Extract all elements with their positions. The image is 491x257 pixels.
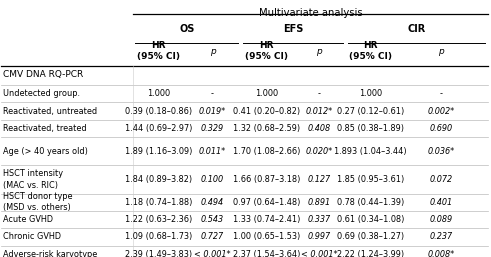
Text: HR
(95% CI): HR (95% CI)	[245, 41, 288, 61]
Text: 0.089: 0.089	[430, 215, 453, 224]
Text: p: p	[438, 47, 444, 56]
Text: -: -	[211, 89, 214, 98]
Text: 0.020*: 0.020*	[305, 147, 332, 156]
Text: 0.329: 0.329	[201, 124, 224, 133]
Text: 0.019*: 0.019*	[199, 107, 226, 116]
Text: 0.008*: 0.008*	[428, 250, 455, 257]
Text: Reactivated, treated: Reactivated, treated	[3, 124, 87, 133]
Text: 2.22 (1.24–3.99): 2.22 (1.24–3.99)	[337, 250, 404, 257]
Text: 0.401: 0.401	[430, 198, 453, 207]
Text: 0.002*: 0.002*	[428, 107, 455, 116]
Text: HSCT donor type
(MSD vs. others): HSCT donor type (MSD vs. others)	[3, 192, 73, 212]
Text: Undetected group.: Undetected group.	[3, 89, 80, 98]
Text: 1.32 (0.68–2.59): 1.32 (0.68–2.59)	[233, 124, 300, 133]
Text: 2.39 (1.49–3.83): 2.39 (1.49–3.83)	[125, 250, 192, 257]
Text: 0.39 (0.18–0.86): 0.39 (0.18–0.86)	[125, 107, 192, 116]
Text: 1.00 (0.65–1.53): 1.00 (0.65–1.53)	[233, 232, 300, 241]
Text: 0.78 (0.44–1.39): 0.78 (0.44–1.39)	[337, 198, 404, 207]
Text: 1.000: 1.000	[147, 89, 170, 98]
Text: Multivariate analysis: Multivariate analysis	[259, 8, 362, 18]
Text: 0.237: 0.237	[430, 232, 453, 241]
Text: < 0.001*: < 0.001*	[300, 250, 337, 257]
Text: 0.85 (0.38–1.89): 0.85 (0.38–1.89)	[337, 124, 404, 133]
Text: HSCT intensity
(MAC vs. RIC): HSCT intensity (MAC vs. RIC)	[3, 169, 63, 190]
Text: 0.69 (0.38–1.27): 0.69 (0.38–1.27)	[337, 232, 404, 241]
Text: -: -	[440, 89, 443, 98]
Text: 0.012*: 0.012*	[305, 107, 332, 116]
Text: 1.85 (0.95–3.61): 1.85 (0.95–3.61)	[337, 175, 404, 184]
Text: 0.97 (0.64–1.48): 0.97 (0.64–1.48)	[233, 198, 300, 207]
Text: 0.543: 0.543	[201, 215, 224, 224]
Text: 1.000: 1.000	[359, 89, 382, 98]
Text: 0.27 (0.12–0.61): 0.27 (0.12–0.61)	[337, 107, 404, 116]
Text: 1.09 (0.68–1.73): 1.09 (0.68–1.73)	[125, 232, 192, 241]
Text: 1.000: 1.000	[255, 89, 278, 98]
Text: Acute GVHD: Acute GVHD	[3, 215, 53, 224]
Text: 1.84 (0.89–3.82): 1.84 (0.89–3.82)	[125, 175, 192, 184]
Text: HR
(95% CI): HR (95% CI)	[137, 41, 180, 61]
Text: 0.127: 0.127	[307, 175, 330, 184]
Text: 0.494: 0.494	[201, 198, 224, 207]
Text: 0.41 (0.20–0.82): 0.41 (0.20–0.82)	[233, 107, 300, 116]
Text: HR
(95% CI): HR (95% CI)	[349, 41, 392, 61]
Text: 0.727: 0.727	[201, 232, 224, 241]
Text: 1.893 (1.04–3.44): 1.893 (1.04–3.44)	[334, 147, 407, 156]
Text: 2.37 (1.54–3.64): 2.37 (1.54–3.64)	[233, 250, 300, 257]
Text: OS: OS	[179, 24, 194, 34]
Text: 1.33 (0.74–2.41): 1.33 (0.74–2.41)	[233, 215, 300, 224]
Text: 0.337: 0.337	[307, 215, 330, 224]
Text: 0.072: 0.072	[430, 175, 453, 184]
Text: 0.61 (0.34–1.08): 0.61 (0.34–1.08)	[337, 215, 404, 224]
Text: < 0.001*: < 0.001*	[194, 250, 231, 257]
Text: 1.22 (0.63–2.36): 1.22 (0.63–2.36)	[125, 215, 192, 224]
Text: 0.997: 0.997	[307, 232, 330, 241]
Text: 0.036*: 0.036*	[428, 147, 455, 156]
Text: 1.89 (1.16–3.09): 1.89 (1.16–3.09)	[125, 147, 192, 156]
Text: 0.690: 0.690	[430, 124, 453, 133]
Text: EFS: EFS	[283, 24, 303, 34]
Text: 1.18 (0.74–1.88): 1.18 (0.74–1.88)	[125, 198, 192, 207]
Text: 1.66 (0.87–3.18): 1.66 (0.87–3.18)	[233, 175, 300, 184]
Text: p: p	[210, 47, 216, 56]
Text: 0.100: 0.100	[201, 175, 224, 184]
Text: Adverse-risk karyotype: Adverse-risk karyotype	[3, 250, 97, 257]
Text: 0.011*: 0.011*	[199, 147, 226, 156]
Text: 1.70 (1.08–2.66): 1.70 (1.08–2.66)	[233, 147, 300, 156]
Text: CIR: CIR	[408, 24, 426, 34]
Text: -: -	[318, 89, 321, 98]
Text: Reactivated, untreated: Reactivated, untreated	[3, 107, 97, 116]
Text: Chronic GVHD: Chronic GVHD	[3, 232, 61, 241]
Text: CMV DNA RQ-PCR: CMV DNA RQ-PCR	[3, 70, 83, 79]
Text: 0.891: 0.891	[307, 198, 330, 207]
Text: 0.408: 0.408	[307, 124, 330, 133]
Text: 1.44 (0.69–2.97): 1.44 (0.69–2.97)	[125, 124, 192, 133]
Text: p: p	[316, 47, 322, 56]
Text: Age (> 40 years old): Age (> 40 years old)	[3, 147, 88, 156]
